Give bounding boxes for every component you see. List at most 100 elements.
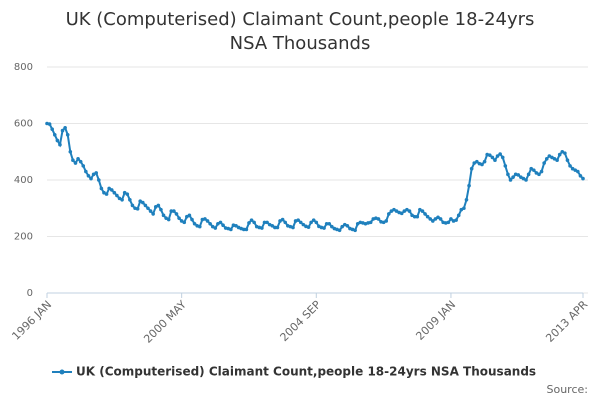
point: [539, 169, 544, 174]
point: [55, 138, 60, 143]
point: [503, 164, 508, 168]
x-tick-label: 2004 SEP: [278, 298, 324, 344]
point: [399, 211, 404, 216]
point: [291, 225, 295, 230]
point: [516, 173, 521, 177]
point: [280, 217, 285, 222]
point: [296, 218, 300, 222]
point: [252, 220, 256, 225]
point: [423, 212, 427, 216]
point: [508, 178, 513, 182]
x-tick-label: 2000 MAY: [141, 298, 189, 346]
point: [412, 214, 417, 219]
point: [500, 155, 505, 160]
point: [493, 158, 497, 163]
point: [542, 161, 546, 165]
point: [532, 168, 536, 172]
point: [68, 149, 73, 154]
point: [130, 203, 135, 208]
point: [208, 221, 212, 226]
point: [81, 164, 86, 168]
point: [159, 207, 163, 212]
point: [109, 188, 114, 192]
point: [58, 142, 62, 147]
point: [84, 169, 88, 174]
source: Source:: [547, 383, 589, 396]
point: [309, 220, 313, 225]
point: [47, 122, 52, 126]
point: [205, 219, 210, 223]
point: [578, 173, 583, 178]
point: [260, 226, 264, 230]
y-tick-label: 0: [27, 288, 33, 299]
point: [537, 172, 541, 177]
point: [345, 223, 350, 228]
point: [298, 220, 303, 225]
point: [192, 221, 197, 226]
point: [353, 228, 357, 233]
point: [524, 178, 528, 182]
point: [506, 172, 510, 177]
point: [322, 226, 326, 230]
point: [438, 217, 443, 221]
point: [420, 209, 425, 213]
point: [177, 216, 181, 220]
legend-marker: [59, 369, 65, 375]
y-tick-label: 400: [14, 175, 33, 186]
point: [229, 227, 233, 232]
point: [314, 220, 319, 225]
point: [275, 225, 280, 230]
point: [60, 128, 65, 133]
point: [73, 161, 78, 165]
point: [169, 209, 174, 213]
point: [76, 157, 80, 161]
point: [368, 220, 373, 225]
point: [462, 206, 466, 211]
point: [464, 197, 469, 202]
point: [262, 220, 267, 225]
point: [425, 214, 430, 219]
point: [182, 220, 187, 225]
point: [197, 224, 202, 229]
line: [46, 122, 584, 232]
point: [115, 193, 119, 198]
legend: UK (Computerised) Claimant Count,people …: [52, 365, 536, 379]
point: [526, 172, 531, 177]
point: [174, 212, 179, 216]
point: [283, 220, 288, 225]
x-tick-label: 2013 APR: [543, 298, 590, 345]
point: [454, 218, 458, 222]
point: [568, 164, 572, 168]
point: [581, 176, 585, 181]
point: [436, 215, 440, 220]
y-tick-label: 800: [14, 62, 33, 73]
point: [244, 227, 249, 232]
point: [218, 220, 223, 225]
point: [301, 222, 306, 227]
point: [221, 223, 225, 227]
point: [52, 133, 57, 137]
point: [151, 212, 155, 216]
point: [65, 133, 70, 137]
point: [431, 219, 435, 223]
point: [112, 190, 117, 195]
point: [340, 224, 344, 229]
point: [63, 125, 67, 130]
point: [265, 220, 269, 225]
x-tick-label: 2009 JAN: [413, 298, 458, 343]
point: [330, 224, 334, 229]
point: [120, 197, 124, 202]
point: [96, 178, 101, 182]
point: [273, 225, 277, 230]
point: [86, 173, 91, 178]
x-tick-label: 1996 JAN: [9, 298, 54, 343]
point: [490, 155, 495, 160]
point: [161, 213, 166, 218]
point: [234, 223, 238, 228]
point: [487, 153, 492, 157]
point: [148, 209, 153, 213]
point: [415, 214, 420, 219]
point: [166, 217, 171, 222]
point: [456, 213, 461, 218]
